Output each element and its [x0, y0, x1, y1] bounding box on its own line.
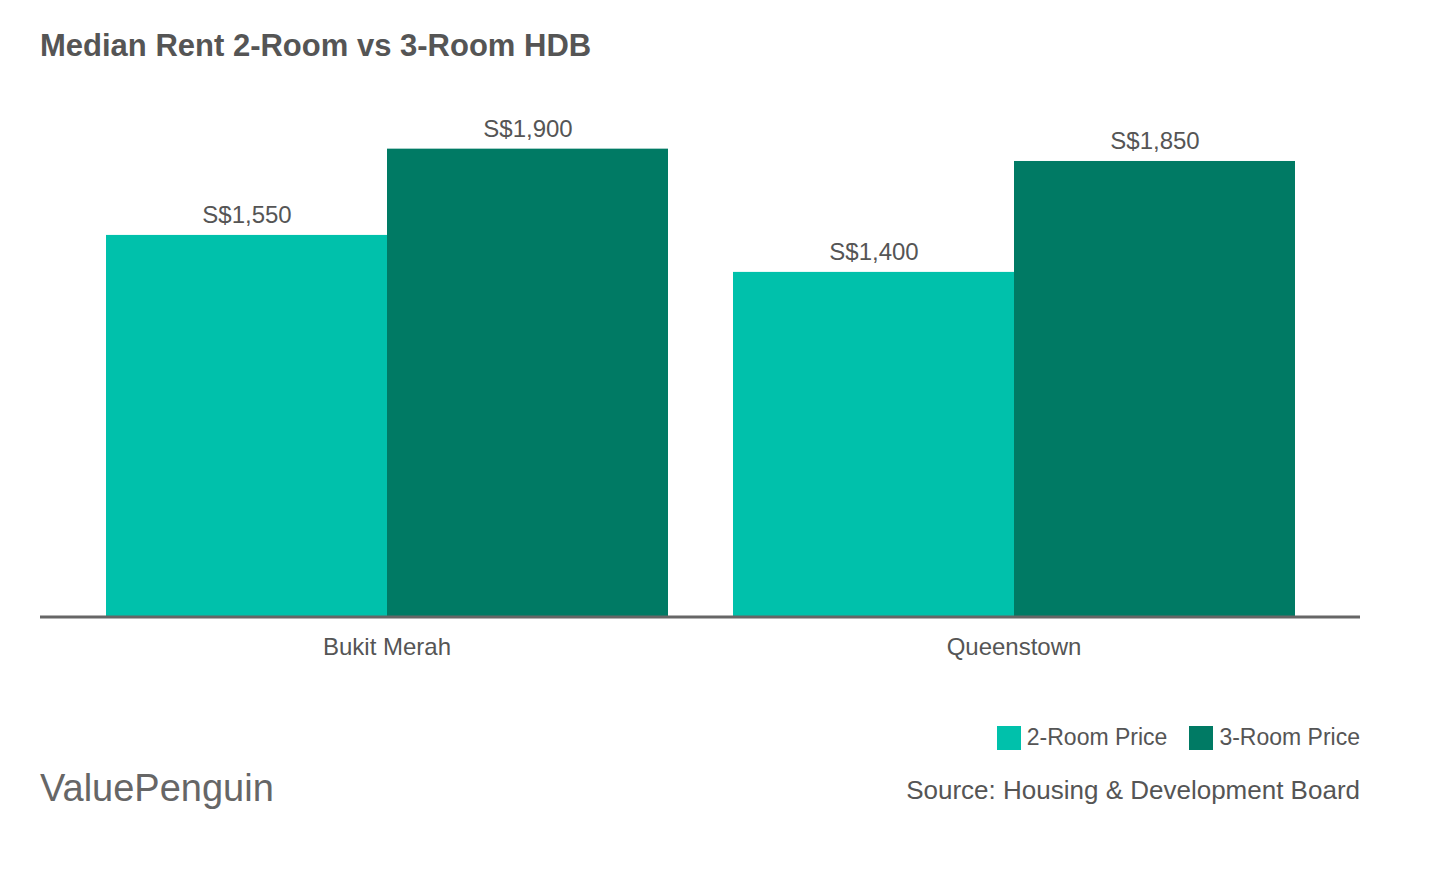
svg-text:Bukit Merah: Bukit Merah [323, 633, 451, 660]
html-text:Median Rent 2-Room vs 3-Room H: Median Rent 2-Room vs 3-Room HDB [40, 28, 592, 63]
svg-text:Queenstown: Queenstown [947, 633, 1082, 660]
svg-text:S$1,550: S$1,550 [202, 201, 291, 228]
svg-text:S$1,900: S$1,900 [483, 115, 572, 142]
html-text:3-Room Price: 3-Room Price [1219, 724, 1360, 750]
svg-text:S$1,850: S$1,850 [1110, 127, 1199, 154]
svg-text:S$1,400: S$1,400 [829, 238, 918, 265]
html-text:2-Room Price: 2-Room Price [1026, 724, 1168, 750]
html-text:Source: Housing & Development: Source: Housing & Development Board [906, 775, 1360, 805]
html-text:ValuePenguin: ValuePenguin [40, 767, 274, 809]
